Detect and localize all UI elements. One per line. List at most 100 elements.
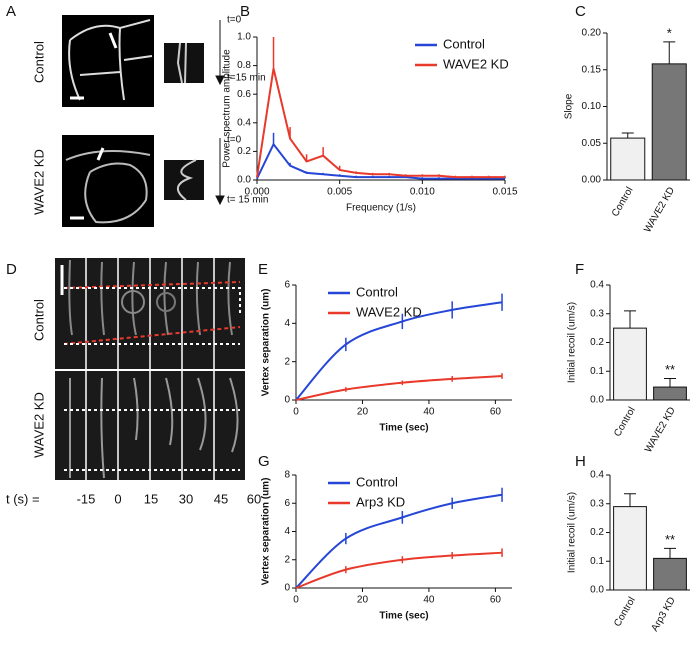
y-tick-label: 0.05 <box>582 138 602 149</box>
panel-letter: E <box>258 261 268 278</box>
error-bar <box>663 41 676 64</box>
y-tick-label: 6 <box>284 498 290 509</box>
legend-label: Arp3 KD <box>356 494 405 509</box>
row-label: WAVE2 KD <box>31 149 46 215</box>
legend-label: Control <box>443 36 485 51</box>
time-label: 45 <box>214 491 228 506</box>
y-axis-label: Vertex separation (um) <box>261 289 272 397</box>
x-tick-label: WAVE2 KD <box>643 405 678 454</box>
time-prefix: t (s) = <box>6 491 40 506</box>
y-tick-label: 0.8 <box>237 60 251 71</box>
time-label: -15 <box>77 491 96 506</box>
series-line <box>256 68 505 179</box>
y-tick-label: 0 <box>284 395 290 406</box>
y-axis-label: Vertex separation (um) <box>261 478 272 586</box>
y-tick-label: 0.3 <box>590 308 604 319</box>
y-tick-label: 0.1 <box>590 556 604 567</box>
error-bar <box>664 547 676 559</box>
y-tick-label: 0.0 <box>237 175 251 186</box>
panel-letter: G <box>258 453 270 470</box>
x-tick-label: Control <box>612 595 638 628</box>
panel-letter: C <box>575 3 586 20</box>
legend-label: Control <box>356 474 398 489</box>
time-label: 60 <box>247 491 261 506</box>
y-axis-label: Initial recoil (um/s) <box>567 302 578 383</box>
x-tick-label: WAVE2 KD <box>642 185 677 234</box>
y-tick-label: 0.10 <box>582 101 602 112</box>
panel-letter: H <box>575 453 586 470</box>
y-axis-label: Power spectrum amplitude <box>222 49 233 168</box>
bar <box>653 386 687 401</box>
y-tick-label: 0.20 <box>582 28 602 39</box>
bar <box>610 137 646 181</box>
x-tick-label: 40 <box>423 595 435 606</box>
x-tick-label: 40 <box>423 407 435 418</box>
micrograph-series <box>55 258 245 480</box>
legend-label: WAVE2 KD <box>356 304 422 319</box>
row-label: Control <box>31 41 46 83</box>
time-arrow <box>215 20 225 206</box>
panel-letter: B <box>240 3 250 20</box>
y-tick-label: 4 <box>284 318 290 329</box>
x-tick-label: Control <box>612 405 638 438</box>
y-tick-label: 0.0 <box>590 585 604 596</box>
y-tick-label: 1.0 <box>237 32 251 43</box>
significance: ** <box>665 532 675 547</box>
y-tick-label: 0 <box>284 583 290 594</box>
y-tick-label: 6 <box>284 280 290 291</box>
bar <box>653 557 687 591</box>
x-tick-label: 20 <box>357 595 369 606</box>
x-tick-label: 0.000 <box>244 187 269 198</box>
significance: ** <box>665 362 675 377</box>
x-tick-label: 0 <box>293 595 299 606</box>
micrograph <box>62 15 204 227</box>
x-tick-label: 0.005 <box>327 187 352 198</box>
time-label: 0 <box>114 491 121 506</box>
x-tick-label: 0 <box>293 407 299 418</box>
legend-label: Control <box>356 284 398 299</box>
y-axis-label: Slope <box>564 93 575 119</box>
bar <box>613 506 647 591</box>
series-line <box>256 142 505 180</box>
y-tick-label: 0.00 <box>582 175 602 186</box>
y-tick-label: 2 <box>284 554 290 565</box>
time-label: t=0 <box>227 135 242 146</box>
row-label: WAVE2 KD <box>31 392 46 458</box>
series-line <box>295 551 503 589</box>
time-label: 15 <box>144 491 158 506</box>
panel-letter: F <box>575 261 584 278</box>
x-tick-label: Arp3 KD <box>649 595 677 633</box>
y-tick-label: 0.6 <box>237 89 251 100</box>
x-tick-label: 20 <box>357 407 369 418</box>
y-tick-label: 0.2 <box>237 146 251 157</box>
row-label: Control <box>31 299 46 341</box>
x-tick-label: 0.015 <box>492 187 517 198</box>
y-tick-label: 4 <box>284 526 290 537</box>
y-tick-label: 0.3 <box>590 498 604 509</box>
y-tick-label: 0.2 <box>590 527 604 538</box>
x-tick-label: 60 <box>490 595 502 606</box>
error-bar <box>624 310 636 329</box>
x-axis-label: Time (sec) <box>379 423 428 434</box>
y-axis-label: Initial recoil (um/s) <box>567 492 578 573</box>
error-bar <box>624 493 636 507</box>
x-axis-label: Frequency (1/s) <box>346 203 416 214</box>
y-tick-label: 8 <box>284 470 290 481</box>
significance: * <box>667 25 672 40</box>
x-tick-label: Control <box>610 185 636 218</box>
panel-letter: A <box>6 3 16 20</box>
time-label: 30 <box>179 491 193 506</box>
time-label: t=0 <box>227 15 242 26</box>
y-tick-label: 0.4 <box>590 470 604 481</box>
y-tick-label: 2 <box>284 356 290 367</box>
y-tick-label: 0.2 <box>590 337 604 348</box>
legend-label: WAVE2 KD <box>443 56 509 71</box>
time-label: t=15 min <box>227 73 266 84</box>
x-axis-label: Time (sec) <box>379 611 428 622</box>
y-tick-label: 0.15 <box>582 64 602 75</box>
error-bar <box>621 132 634 139</box>
x-tick-label: 0.010 <box>410 187 435 198</box>
y-tick-label: 0.4 <box>590 280 604 291</box>
y-tick-label: 0.0 <box>590 395 604 406</box>
